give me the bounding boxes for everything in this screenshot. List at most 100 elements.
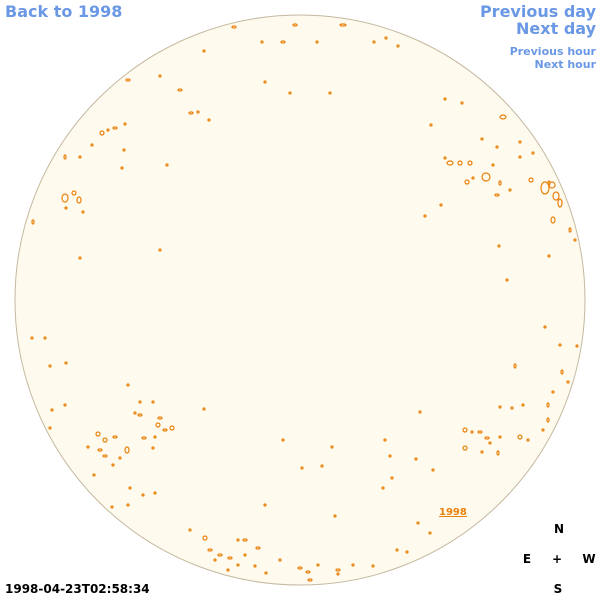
- contour-mark: [546, 417, 550, 423]
- contour-mark: [151, 446, 155, 450]
- contour-mark: [120, 166, 124, 170]
- contour-mark: [497, 244, 501, 248]
- contour-mark: [124, 446, 130, 454]
- contour-mark: [260, 40, 264, 44]
- contour-mark: [443, 156, 447, 160]
- contour-mark: [281, 438, 285, 442]
- contour-mark: [477, 430, 483, 434]
- contour-mark: [505, 278, 509, 282]
- contour-mark: [196, 110, 200, 114]
- contour-mark: [126, 503, 130, 507]
- contour-mark: [568, 227, 572, 233]
- contour-mark: [488, 441, 492, 445]
- next-hour-link[interactable]: Next hour: [534, 58, 597, 71]
- contour-mark: [188, 111, 194, 115]
- contour-mark: [231, 25, 237, 29]
- contour-mark: [63, 154, 67, 160]
- contour-mark: [457, 160, 463, 166]
- contour-mark: [99, 130, 105, 136]
- contour-mark: [390, 476, 394, 480]
- contour-mark: [464, 179, 470, 185]
- contour-mark: [297, 566, 303, 570]
- contour-mark: [550, 216, 556, 224]
- contour-mark: [122, 148, 126, 152]
- contour-mark: [48, 364, 52, 368]
- contour-mark: [102, 454, 108, 458]
- contour-mark: [95, 431, 101, 437]
- contour-mark: [236, 563, 240, 567]
- magnetic-contours: [30, 23, 579, 582]
- contour-mark: [508, 188, 512, 192]
- contour-mark: [339, 23, 347, 27]
- contour-mark: [126, 383, 130, 387]
- contour-mark: [64, 361, 68, 365]
- previous-day-link[interactable]: Previous day: [479, 2, 596, 21]
- contour-mark: [518, 155, 522, 159]
- contour-mark: [188, 528, 192, 532]
- contour-mark: [97, 448, 103, 452]
- contour-mark: [141, 493, 145, 497]
- contour-mark: [316, 563, 320, 567]
- contour-mark: [371, 564, 375, 568]
- contour-mark: [470, 430, 474, 434]
- contour-mark: [573, 238, 577, 242]
- contour-mark: [202, 535, 208, 541]
- contour-mark: [518, 140, 522, 144]
- contour-mark: [320, 464, 324, 468]
- contour-mark: [155, 422, 161, 428]
- contour-mark: [263, 503, 267, 507]
- contour-mark: [462, 445, 468, 451]
- contour-mark: [118, 456, 122, 460]
- contour-mark: [264, 571, 268, 575]
- contour-mark: [255, 546, 261, 550]
- contour-mark: [547, 254, 551, 258]
- contour-mark: [43, 336, 47, 340]
- contour-mark: [292, 23, 298, 27]
- contour-mark: [480, 137, 484, 141]
- contour-mark: [153, 491, 157, 495]
- contour-mark: [48, 426, 52, 430]
- contour-mark: [499, 114, 507, 120]
- contour-mark: [395, 548, 399, 552]
- contour-mark: [31, 219, 35, 225]
- contour-mark: [242, 538, 248, 542]
- contour-mark: [125, 78, 131, 82]
- contour-mark: [351, 563, 355, 567]
- contour-mark: [383, 438, 387, 442]
- contour-mark: [202, 407, 206, 411]
- contour-mark: [151, 400, 155, 404]
- contour-mark: [547, 180, 551, 186]
- contour-mark: [111, 463, 115, 467]
- previous-hour-link[interactable]: Previous hour: [509, 45, 596, 58]
- contour-mark: [226, 568, 230, 572]
- contour-mark: [330, 445, 334, 449]
- contour-mark: [307, 578, 313, 582]
- contour-mark: [128, 486, 132, 490]
- contour-mark: [388, 454, 392, 458]
- contour-mark: [484, 436, 490, 440]
- contour-mark: [557, 198, 563, 208]
- back-to-year-link[interactable]: Back to 1998: [5, 2, 123, 21]
- contour-mark: [106, 128, 110, 132]
- contour-mark: [300, 466, 304, 470]
- contour-mark: [236, 538, 240, 542]
- contour-mark: [328, 91, 332, 95]
- contour-mark: [78, 256, 82, 260]
- contour-mark: [169, 425, 175, 431]
- contour-mark: [446, 160, 454, 166]
- contour-mark: [467, 160, 473, 166]
- contour-mark: [333, 514, 337, 518]
- contour-mark: [102, 437, 108, 443]
- next-day-link[interactable]: Next day: [516, 19, 596, 38]
- contour-mark: [381, 486, 385, 490]
- contour-mark: [123, 122, 127, 126]
- solar-disk: [14, 14, 586, 586]
- contour-mark: [165, 163, 169, 167]
- contour-mark: [288, 91, 292, 95]
- contour-mark: [280, 40, 286, 44]
- contour-mark: [552, 191, 560, 201]
- contour-mark: [30, 336, 34, 340]
- contour-mark: [521, 403, 525, 407]
- contour-mark: [531, 151, 535, 155]
- year-link[interactable]: 1998: [439, 507, 467, 518]
